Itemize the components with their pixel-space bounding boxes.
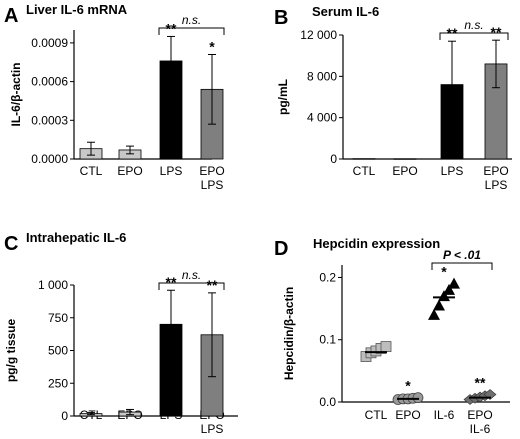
- x-category-label: EPO: [199, 164, 224, 178]
- y-tick-label: 0.1: [319, 333, 336, 347]
- significance-marker: **: [475, 375, 486, 391]
- y-axis-label: IL-6/β-actin: [9, 63, 23, 127]
- x-category-label: EPO: [467, 408, 492, 422]
- comparison-bracket: [158, 27, 225, 35]
- bar-1: [393, 158, 417, 160]
- x-category-label: LPS: [201, 178, 224, 192]
- significance-marker: *: [441, 264, 447, 280]
- x-category-label: LPS: [441, 164, 464, 178]
- x-category-label: IL-6: [470, 422, 491, 436]
- y-tick-label: 0: [61, 409, 68, 423]
- x-category-label: EPO: [117, 164, 142, 178]
- y-tick-label: 4 000: [307, 111, 337, 125]
- data-point: [433, 299, 445, 311]
- data-point: [380, 341, 392, 352]
- y-tick-label: 0.0003: [31, 113, 68, 127]
- y-axis-label: Hepcidin/β-actin: [282, 287, 296, 380]
- panel-title: Serum IL-6: [312, 4, 379, 19]
- x-category-label: LPS: [160, 164, 183, 178]
- panel-label-c: C: [4, 233, 18, 255]
- y-tick-label: 1 000: [38, 278, 68, 292]
- y-tick-label: 0.0006: [31, 75, 68, 89]
- y-tick-label: 250: [48, 376, 68, 390]
- bracket-label: P < .01: [443, 248, 481, 262]
- x-category-label: CTL: [80, 164, 103, 178]
- data-point: [412, 392, 424, 404]
- x-category-label: IL-6: [434, 408, 455, 422]
- x-category-label: LPS: [485, 178, 508, 192]
- data-point: [438, 290, 450, 302]
- y-tick-label: 0: [330, 152, 337, 166]
- bracket-label: n.s.: [464, 18, 483, 32]
- panel-label-d: D: [274, 238, 288, 260]
- panel-label-b: B: [274, 7, 288, 29]
- y-tick-label: 8 000: [307, 69, 337, 83]
- bar-0: [352, 158, 376, 160]
- x-category-label: EPO: [392, 164, 417, 178]
- y-tick-label: 12 000: [300, 28, 337, 42]
- comparison-bracket: [439, 32, 509, 40]
- y-tick-label: 0.2: [319, 270, 336, 284]
- x-category-label: EPO: [483, 164, 508, 178]
- significance-marker: **: [491, 24, 502, 40]
- significance-marker: **: [207, 277, 218, 293]
- y-tick-label: 0.0: [319, 395, 336, 409]
- significance-marker: *: [209, 39, 215, 55]
- x-category-label: CTL: [365, 408, 388, 422]
- comparison-bracket: [431, 262, 493, 270]
- bracket-label: n.s.: [182, 268, 201, 282]
- y-tick-label: 500: [48, 344, 68, 358]
- data-point: [428, 308, 440, 320]
- comparison-bracket: [158, 282, 225, 290]
- panel-label-a: A: [4, 5, 18, 27]
- panel-title: Intrahepatic IL-6: [26, 230, 126, 245]
- y-axis-label: pg/g tissue: [4, 319, 18, 383]
- x-category-label: LPS: [201, 422, 224, 436]
- x-category-label: CTL: [353, 164, 376, 178]
- data-point: [443, 283, 455, 295]
- data-point: [448, 277, 460, 289]
- y-tick-label: 0.0009: [31, 36, 68, 50]
- significance-marker: *: [405, 378, 411, 394]
- y-tick-label: 750: [48, 311, 68, 325]
- panel-title: Hepcidin expression: [313, 236, 440, 251]
- x-category-label: EPO: [395, 408, 420, 422]
- y-tick-label: 0.0000: [31, 152, 68, 166]
- y-axis-label: pg/mL: [276, 79, 290, 115]
- bracket-label: n.s.: [182, 13, 201, 27]
- panel-title: Liver IL-6 mRNA: [26, 2, 128, 17]
- significance-marker: **: [166, 274, 177, 290]
